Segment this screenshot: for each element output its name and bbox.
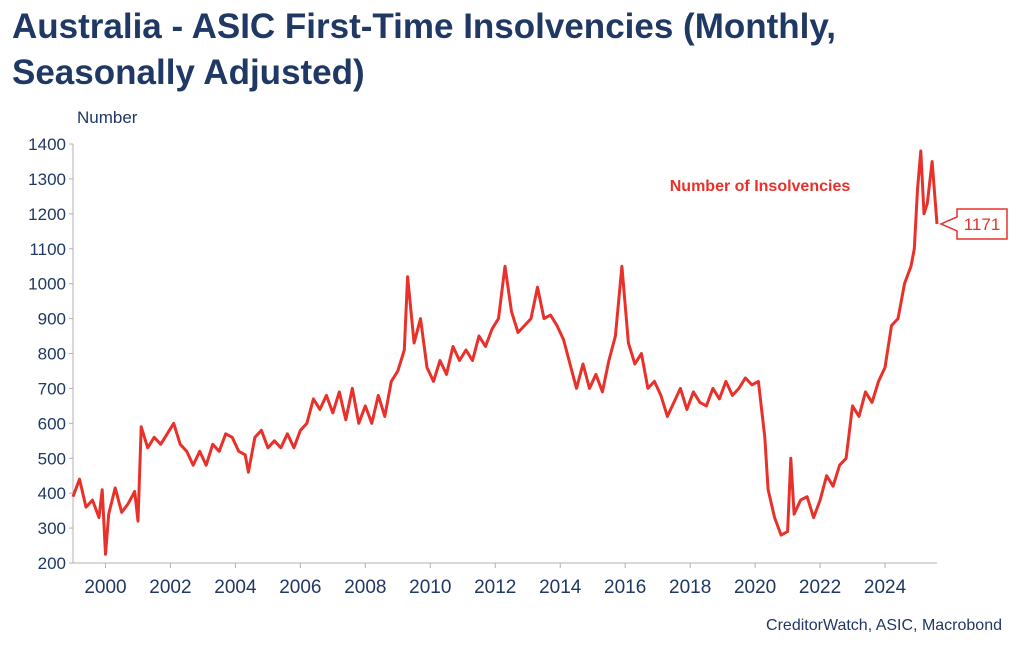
x-tick-label: 2014 xyxy=(539,577,582,598)
y-tick-label: 500 xyxy=(38,449,66,468)
y-tick-label: 1400 xyxy=(28,135,66,154)
x-tick-label: 2024 xyxy=(864,577,907,598)
y-axis-title: Number xyxy=(77,108,138,127)
y-tick-label: 600 xyxy=(38,414,66,433)
last-value-label: 1171 xyxy=(964,215,1001,234)
label-layer: Number of Insolvencies 1171 xyxy=(670,178,1008,240)
last-value-callout xyxy=(939,208,1008,240)
x-tick-label: 2018 xyxy=(669,577,711,598)
y-tick-label: 1100 xyxy=(29,240,66,259)
x-tick-label: 2000 xyxy=(84,577,126,598)
y-axis: Number 200 300 400 500 600 700 800 900 1000 1100 12… xyxy=(28,108,138,573)
y-tick-label: 300 xyxy=(38,519,66,538)
x-tick-label: 2004 xyxy=(214,577,257,598)
series-line xyxy=(71,149,939,556)
series-label: Number of Insolvencies xyxy=(670,178,851,195)
y-tick-label: 200 xyxy=(38,554,66,573)
y-tick-label: 800 xyxy=(38,345,66,364)
y-tick-label: 1000 xyxy=(28,275,66,294)
y-tick-label: 1300 xyxy=(28,170,66,189)
x-axis: 2000 2002 2004 2006 2008 2010 2012 2014 2016 2018… xyxy=(73,562,937,598)
x-tick-label: 2008 xyxy=(344,577,386,598)
x-tick-label: 2002 xyxy=(149,577,191,598)
x-tick-label: 2012 xyxy=(474,577,516,598)
x-tick-label: 2006 xyxy=(279,577,321,598)
x-tick-label: 2016 xyxy=(604,577,646,598)
y-tick-label: 1200 xyxy=(28,205,66,224)
chart-title: Australia - ASIC First-Time Insolvencies… xyxy=(12,7,836,92)
series-layer xyxy=(71,149,939,556)
source-note: CreditorWatch, ASIC, Macrobond xyxy=(766,617,1002,634)
x-tick-label: 2020 xyxy=(734,577,776,598)
y-tick-label: 700 xyxy=(38,379,66,398)
y-tick-label: 900 xyxy=(38,310,66,329)
x-tick-label: 2010 xyxy=(409,577,451,598)
y-tick-label: 400 xyxy=(38,484,66,503)
x-tick-label: 2022 xyxy=(799,577,841,598)
